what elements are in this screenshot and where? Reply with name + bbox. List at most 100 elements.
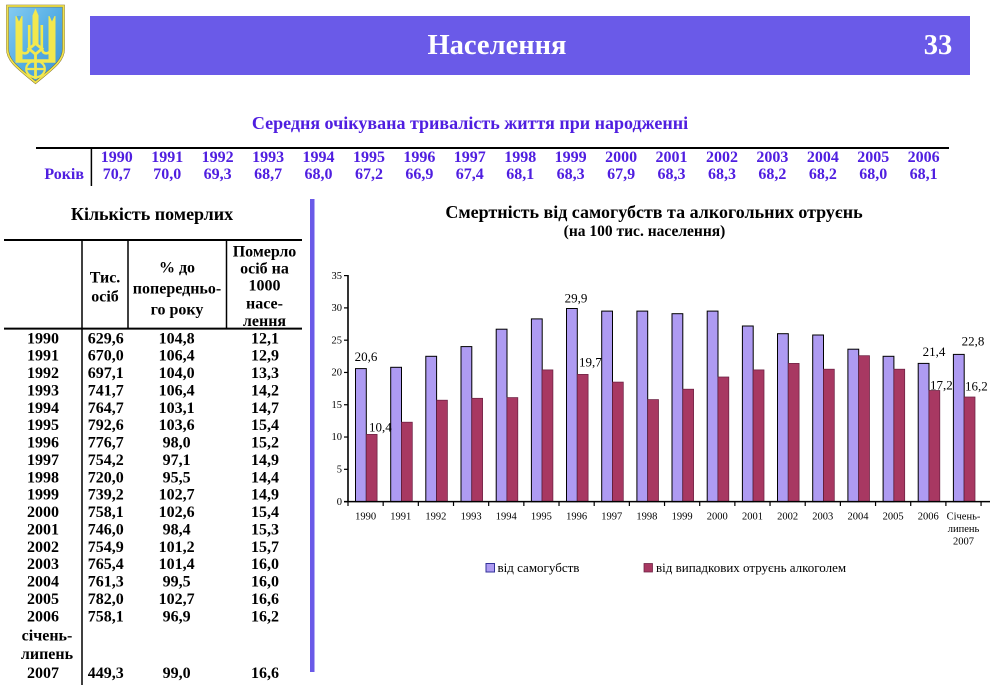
svg-text:1997: 1997: [27, 452, 59, 469]
svg-text:15: 15: [332, 400, 343, 411]
svg-text:2000: 2000: [707, 511, 728, 522]
svg-text:68,1: 68,1: [506, 166, 534, 183]
svg-text:95,5: 95,5: [163, 469, 191, 486]
svg-text:720,0: 720,0: [88, 469, 124, 486]
svg-text:1000: 1000: [249, 278, 281, 295]
svg-text:68,0: 68,0: [305, 166, 333, 183]
svg-text:106,4: 106,4: [159, 382, 195, 399]
svg-text:осіб на: осіб на: [240, 260, 289, 277]
svg-text:69,3: 69,3: [204, 166, 232, 183]
svg-text:2004: 2004: [848, 511, 870, 522]
svg-text:30: 30: [332, 303, 343, 314]
svg-text:68,0: 68,0: [859, 166, 887, 183]
svg-text:1990: 1990: [355, 511, 376, 522]
svg-text:Років: Років: [44, 166, 84, 183]
svg-text:2005: 2005: [27, 591, 59, 608]
svg-text:758,1: 758,1: [88, 608, 124, 625]
svg-text:1997: 1997: [601, 511, 622, 522]
svg-text:68,3: 68,3: [658, 166, 686, 183]
svg-text:14,9: 14,9: [251, 452, 279, 469]
svg-text:25: 25: [332, 335, 343, 346]
svg-text:106,4: 106,4: [159, 348, 195, 365]
svg-text:липень: липень: [21, 646, 74, 663]
svg-text:1998: 1998: [27, 469, 59, 486]
svg-text:2001: 2001: [742, 511, 763, 522]
svg-text:1995: 1995: [531, 511, 552, 522]
svg-text:1998: 1998: [504, 149, 536, 166]
svg-text:68,3: 68,3: [708, 166, 736, 183]
svg-text:2004: 2004: [807, 149, 839, 166]
svg-text:104,0: 104,0: [159, 365, 195, 382]
svg-text:792,6: 792,6: [88, 417, 124, 434]
svg-text:19,7: 19,7: [579, 355, 602, 370]
svg-text:10,4: 10,4: [369, 419, 392, 434]
svg-text:68,2: 68,2: [758, 166, 786, 183]
svg-text:67,2: 67,2: [355, 166, 383, 183]
svg-text:Січень-: Січень-: [947, 511, 981, 522]
svg-text:765,4: 765,4: [88, 556, 124, 573]
svg-text:1993: 1993: [461, 511, 482, 522]
svg-text:101,4: 101,4: [159, 556, 195, 573]
svg-text:29,9: 29,9: [565, 290, 588, 305]
svg-text:16,0: 16,0: [251, 574, 279, 591]
svg-text:1995: 1995: [27, 417, 59, 434]
svg-text:1999: 1999: [27, 487, 59, 504]
svg-text:2004: 2004: [27, 574, 59, 591]
svg-text:761,3: 761,3: [88, 574, 124, 591]
svg-text:102,7: 102,7: [159, 591, 195, 608]
svg-text:1997: 1997: [454, 149, 486, 166]
svg-text:Померло: Померло: [233, 243, 297, 260]
svg-text:2002: 2002: [777, 511, 798, 522]
svg-text:(на 100 тис. населення): (на 100 тис. населення): [564, 223, 726, 240]
svg-text:17,2: 17,2: [930, 377, 953, 392]
svg-text:2000: 2000: [27, 504, 59, 521]
svg-text:2006: 2006: [27, 608, 59, 625]
svg-text:741,7: 741,7: [88, 382, 124, 399]
svg-text:67,9: 67,9: [607, 166, 635, 183]
svg-text:2001: 2001: [27, 521, 59, 538]
svg-text:від випадкових отруєнь алкогол: від випадкових отруєнь алкоголем: [656, 560, 846, 575]
svg-text:го року: го року: [151, 302, 204, 319]
svg-text:68,1: 68,1: [910, 166, 938, 183]
svg-text:12,9: 12,9: [251, 348, 279, 365]
svg-text:Середня очікувана тривалість ж: Середня очікувана тривалість життя при н…: [252, 113, 688, 133]
svg-text:лення: лення: [243, 313, 287, 330]
svg-text:449,3: 449,3: [88, 665, 124, 682]
svg-text:697,1: 697,1: [88, 365, 124, 382]
svg-text:1995: 1995: [353, 149, 385, 166]
svg-text:1996: 1996: [403, 149, 435, 166]
svg-text:66,9: 66,9: [405, 166, 433, 183]
svg-text:1998: 1998: [636, 511, 657, 522]
svg-text:1992: 1992: [202, 149, 234, 166]
svg-text:758,1: 758,1: [88, 504, 124, 521]
svg-text:осіб: осіб: [91, 288, 119, 305]
svg-text:629,6: 629,6: [88, 330, 124, 347]
svg-text:1992: 1992: [425, 511, 446, 522]
svg-text:1991: 1991: [151, 149, 183, 166]
svg-text:67,4: 67,4: [456, 166, 484, 183]
svg-text:96,9: 96,9: [163, 608, 191, 625]
svg-text:99,5: 99,5: [163, 574, 191, 591]
svg-text:2003: 2003: [812, 511, 833, 522]
svg-text:Смертність від самогубств та а: Смертність від самогубств та алкогольних…: [445, 202, 863, 222]
svg-text:1994: 1994: [27, 400, 59, 417]
svg-text:16,2: 16,2: [965, 379, 988, 394]
svg-text:14,2: 14,2: [251, 382, 279, 399]
svg-text:2003: 2003: [756, 149, 788, 166]
svg-text:% до: % до: [159, 260, 195, 277]
svg-text:102,7: 102,7: [159, 487, 195, 504]
svg-text:14,7: 14,7: [251, 400, 279, 417]
svg-text:68,3: 68,3: [557, 166, 585, 183]
svg-text:16,0: 16,0: [251, 556, 279, 573]
svg-text:15,2: 15,2: [251, 435, 279, 452]
svg-text:насе-: насе-: [246, 295, 283, 312]
svg-text:16,6: 16,6: [251, 665, 279, 682]
svg-text:14,9: 14,9: [251, 487, 279, 504]
svg-text:103,1: 103,1: [159, 400, 195, 417]
svg-text:746,0: 746,0: [88, 521, 124, 538]
svg-text:2006: 2006: [918, 511, 939, 522]
svg-text:33: 33: [924, 30, 953, 61]
svg-text:Населення: Населення: [428, 30, 567, 61]
svg-text:2006: 2006: [908, 149, 940, 166]
svg-text:764,7: 764,7: [88, 400, 124, 417]
